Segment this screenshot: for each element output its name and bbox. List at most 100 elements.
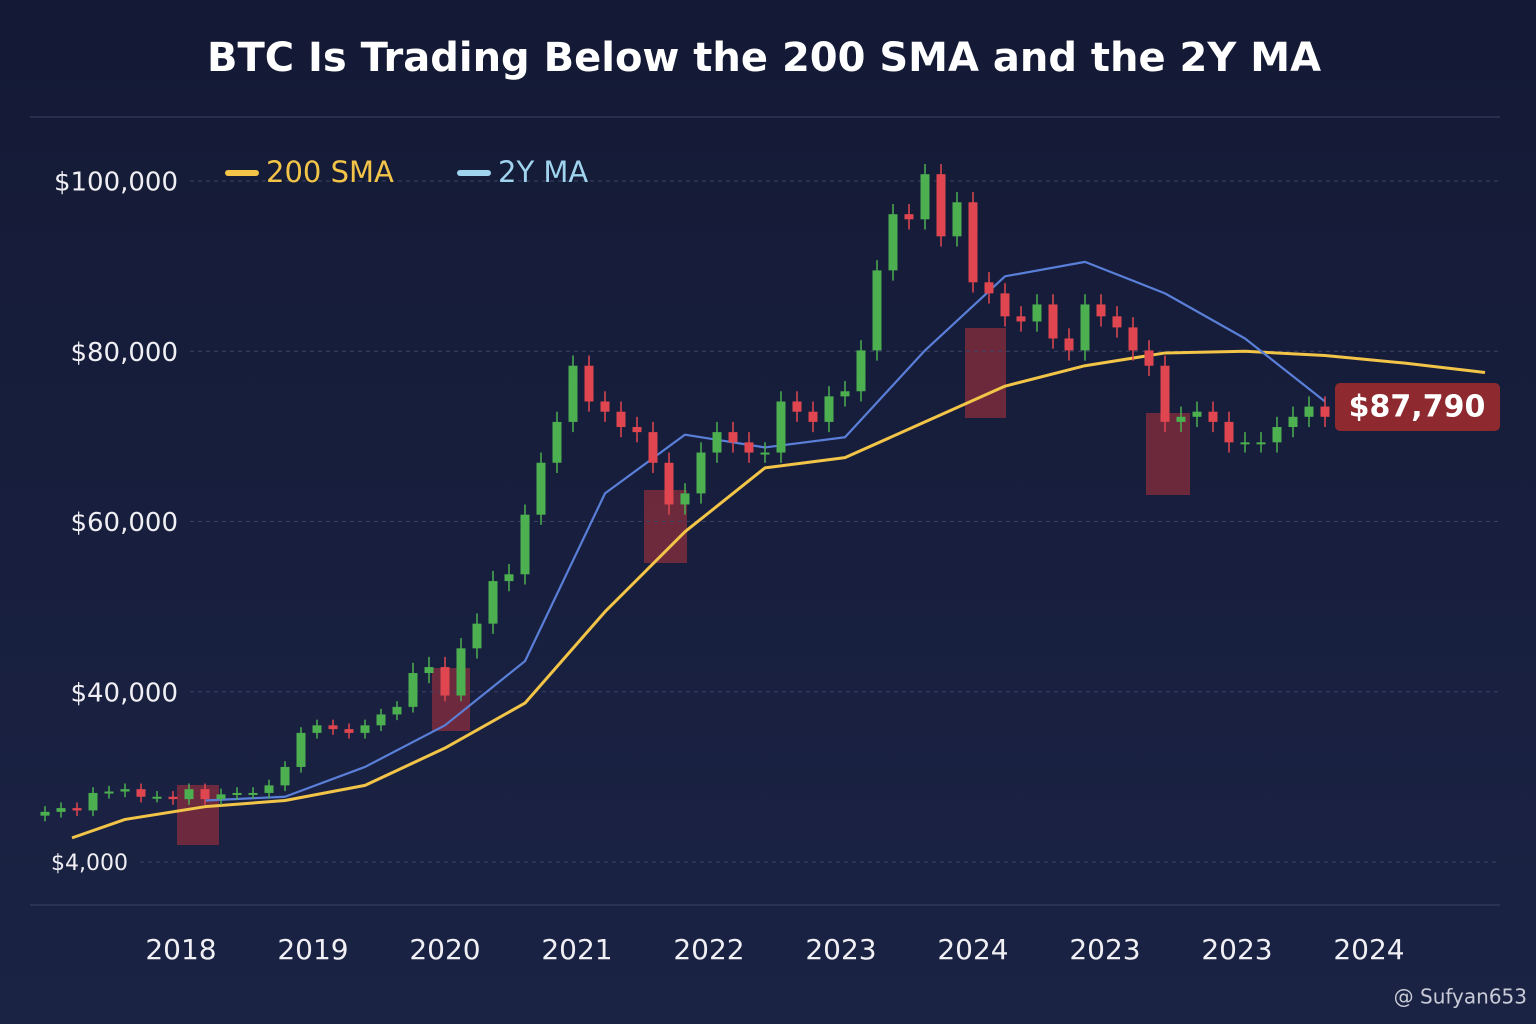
candle-body: [104, 791, 114, 794]
candle-body: [1176, 416, 1186, 422]
candle-body: [552, 421, 562, 463]
candle-body: [760, 452, 770, 455]
candle-body: [264, 785, 274, 793]
candle-body: [712, 432, 722, 453]
candle-body: [344, 729, 354, 733]
candle-body: [584, 365, 594, 402]
candle-body: [1128, 327, 1138, 351]
candle-body: [920, 174, 930, 220]
candle-body: [424, 667, 434, 674]
candle-body: [392, 706, 402, 715]
x-tick-label: 2023: [1201, 933, 1272, 966]
candle-body: [184, 789, 194, 800]
candle-body: [776, 401, 786, 453]
highlight-zones: [177, 328, 1190, 845]
candle-body: [1192, 411, 1202, 417]
candle-body: [872, 270, 882, 351]
candle-body: [1112, 316, 1122, 328]
candle-body: [1096, 304, 1106, 317]
candle-body: [408, 673, 418, 707]
candle-body: [296, 732, 306, 767]
candle-body: [1000, 293, 1010, 317]
x-tick-label: 2019: [277, 933, 348, 966]
candle-body: [376, 714, 386, 726]
candle-body: [1016, 316, 1026, 322]
candle-body: [1032, 304, 1042, 322]
legend-label: 2Y MA: [498, 155, 588, 189]
candle-body: [728, 432, 738, 443]
candle-body: [792, 401, 802, 412]
x-tick-label: 2023: [1069, 933, 1140, 966]
y-tick-label: $60,000: [70, 508, 178, 538]
candle-body: [1224, 421, 1234, 443]
candle-body: [1304, 406, 1314, 417]
candle-body: [280, 766, 290, 786]
candle-body: [56, 808, 66, 812]
legend-label: 200 SMA: [266, 155, 394, 189]
ma-line: [71, 349, 1486, 840]
candle-body: [824, 396, 834, 422]
candle-body: [1160, 365, 1170, 422]
y-tick-label: $80,000: [70, 338, 178, 368]
candle-body: [1064, 338, 1074, 351]
candle-body: [616, 411, 626, 428]
candle-body: [360, 725, 370, 733]
x-tick-label: 2021: [541, 933, 612, 966]
candle-body: [808, 411, 818, 422]
candle-body: [1048, 304, 1058, 339]
candle-body: [456, 648, 466, 696]
candle-body: [1288, 416, 1298, 428]
candle-body: [536, 462, 546, 515]
candle-body: [1208, 411, 1218, 422]
candle-body: [1320, 406, 1330, 417]
candle-body: [328, 725, 338, 730]
watermark: @ Sufyan653: [1394, 985, 1527, 1009]
x-tick-label: 2022: [673, 933, 744, 966]
x-tick-label: 2018: [145, 933, 216, 966]
candle-body: [168, 796, 178, 800]
candle-body: [680, 493, 690, 505]
candle-body: [136, 789, 146, 797]
candle-body: [952, 202, 962, 237]
candle-body: [1272, 427, 1282, 443]
zone: [1146, 413, 1190, 495]
x-tick-label: 2023: [805, 933, 876, 966]
price-tag: [1335, 383, 1500, 431]
candle-body: [904, 214, 914, 220]
y-tick-label: $100,000: [54, 168, 178, 198]
y-tick-label: $40,000: [70, 678, 178, 708]
candle-body: [856, 350, 866, 392]
candle-body: [600, 401, 610, 412]
candle-body: [488, 581, 498, 624]
candle-body: [968, 202, 978, 283]
zone: [965, 328, 1006, 418]
candle-body: [88, 792, 98, 811]
candle-body: [216, 794, 226, 800]
candle-body: [568, 365, 578, 422]
candle-body: [120, 789, 130, 792]
candle-body: [72, 808, 82, 811]
candle-body: [248, 792, 258, 795]
candle-body: [840, 391, 850, 397]
candle-body: [504, 574, 514, 582]
candle-body: [152, 796, 162, 799]
candle-body: [936, 174, 946, 237]
candle-body: [744, 442, 754, 453]
candle-body: [696, 452, 706, 494]
candle-body: [200, 789, 210, 800]
zone: [177, 785, 219, 845]
candle-body: [40, 811, 50, 816]
candle-body: [984, 282, 994, 294]
x-tick-label: 2020: [409, 933, 480, 966]
y-tick-label: $4,000: [51, 851, 128, 876]
candle-body: [1256, 442, 1266, 445]
chart-title: BTC Is Trading Below the 200 SMA and the…: [207, 35, 1321, 81]
candle-body: [312, 725, 322, 733]
candle-body: [1080, 304, 1090, 351]
x-tick-label: 2024: [937, 933, 1008, 966]
candle-body: [440, 667, 450, 696]
candle-body: [1144, 350, 1154, 366]
candle-body: [232, 792, 242, 795]
candle-body: [888, 214, 898, 271]
